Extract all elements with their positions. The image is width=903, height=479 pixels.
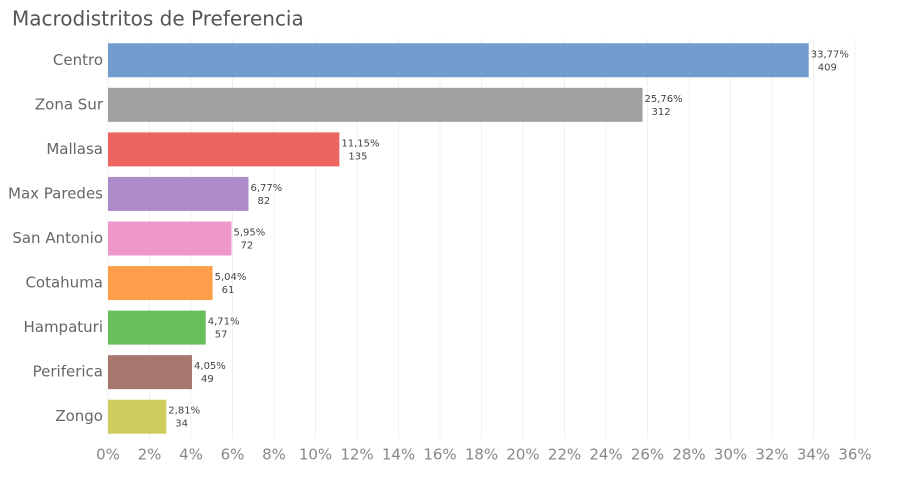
value-label: 25,76% [645,94,683,105]
y-tick-label: Centro [53,51,103,69]
y-tick-label: Zona Sur [35,95,104,113]
bar [108,355,193,390]
x-tick-label: 20% [506,446,539,464]
count-label: 82 [257,196,270,207]
x-tick-label: 2% [138,446,162,464]
count-label: 72 [240,241,253,252]
chart-title: Macrodistritos de Preferencia [12,7,304,31]
y-tick-label: Cotahuma [25,274,103,292]
value-label: 11,15% [341,138,379,149]
x-tick-label: 14% [382,446,415,464]
value-label: 4,05% [194,361,226,372]
bar [108,176,249,211]
y-tick-label: Zongo [55,407,103,425]
x-tick-label: 28% [672,446,705,464]
value-label: 5,95% [233,228,265,239]
x-tick-label: 4% [179,446,203,464]
bar [108,43,809,78]
y-tick-label: Mallasa [46,140,103,158]
count-label: 49 [201,374,214,385]
bar [108,87,643,122]
bar [108,221,232,256]
x-tick-label: 0% [96,446,120,464]
value-label: 5,04% [215,272,247,283]
y-tick-label: Max Paredes [8,184,103,202]
count-label: 61 [222,285,235,296]
x-tick-label: 10% [299,446,332,464]
count-label: 312 [652,107,671,118]
count-label: 135 [348,151,367,162]
count-label: 57 [215,330,228,341]
x-tick-label: 12% [340,446,373,464]
x-tick-label: 32% [755,446,788,464]
x-tick-label: 8% [262,446,286,464]
value-label: 33,77% [811,49,849,60]
count-label: 409 [818,62,837,73]
bar [108,266,213,301]
value-label: 6,77% [250,183,282,194]
bar [108,310,206,345]
count-label: 34 [175,419,188,430]
x-tick-label: 36% [838,446,871,464]
x-tick-label: 24% [589,446,622,464]
y-tick-label: Periferica [33,363,103,381]
x-tick-label: 34% [797,446,830,464]
value-label: 2,81% [168,406,200,417]
x-tick-label: 18% [465,446,498,464]
x-tick-label: 30% [714,446,747,464]
bar [108,399,167,434]
y-tick-label: San Antonio [12,229,103,247]
x-tick-label: 22% [548,446,581,464]
x-tick-label: 26% [631,446,664,464]
y-tick-label: Hampaturi [23,318,103,336]
bar [108,132,340,167]
x-tick-label: 16% [423,446,456,464]
value-label: 4,71% [208,317,240,328]
x-tick-label: 6% [221,446,245,464]
